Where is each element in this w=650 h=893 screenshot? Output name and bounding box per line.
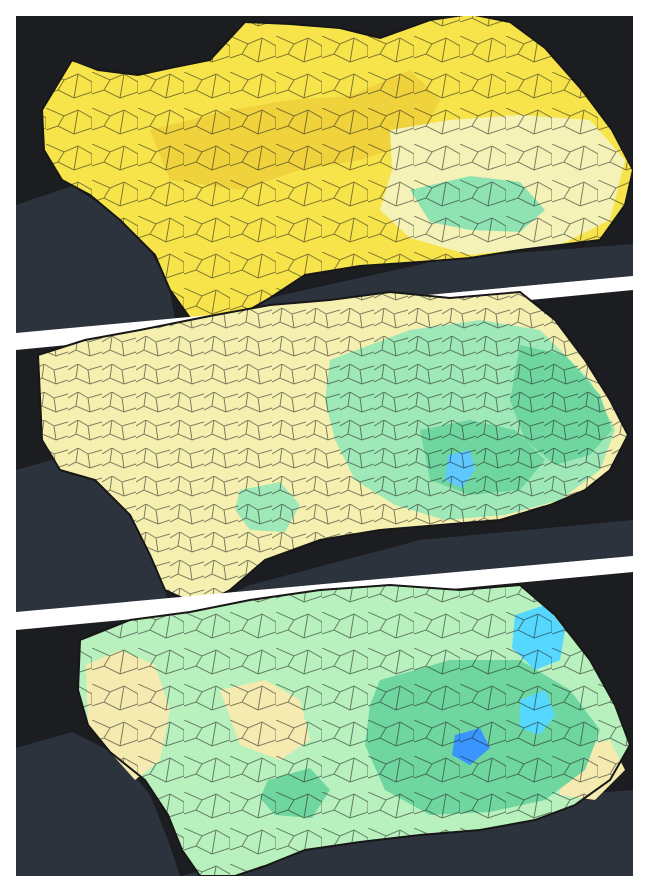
region-mesh [78,585,630,876]
sea-area [16,455,170,612]
frame-edge-bottom [0,876,650,893]
sea-area [16,732,180,876]
sea-area [16,186,178,333]
sea-area [16,244,633,333]
region-mesh [42,14,633,318]
region-outline [40,12,635,319]
map-panel-bottom [16,572,633,877]
region-mesh [38,292,628,606]
region-outline [36,290,630,608]
sea-area [16,520,633,612]
region-outline [76,583,632,877]
frame-edge-top [0,0,650,16]
frame-edge-left [0,0,16,893]
map-panel-top [16,12,635,333]
frame-edge-right [633,0,650,893]
map-panel-middle [16,290,633,612]
